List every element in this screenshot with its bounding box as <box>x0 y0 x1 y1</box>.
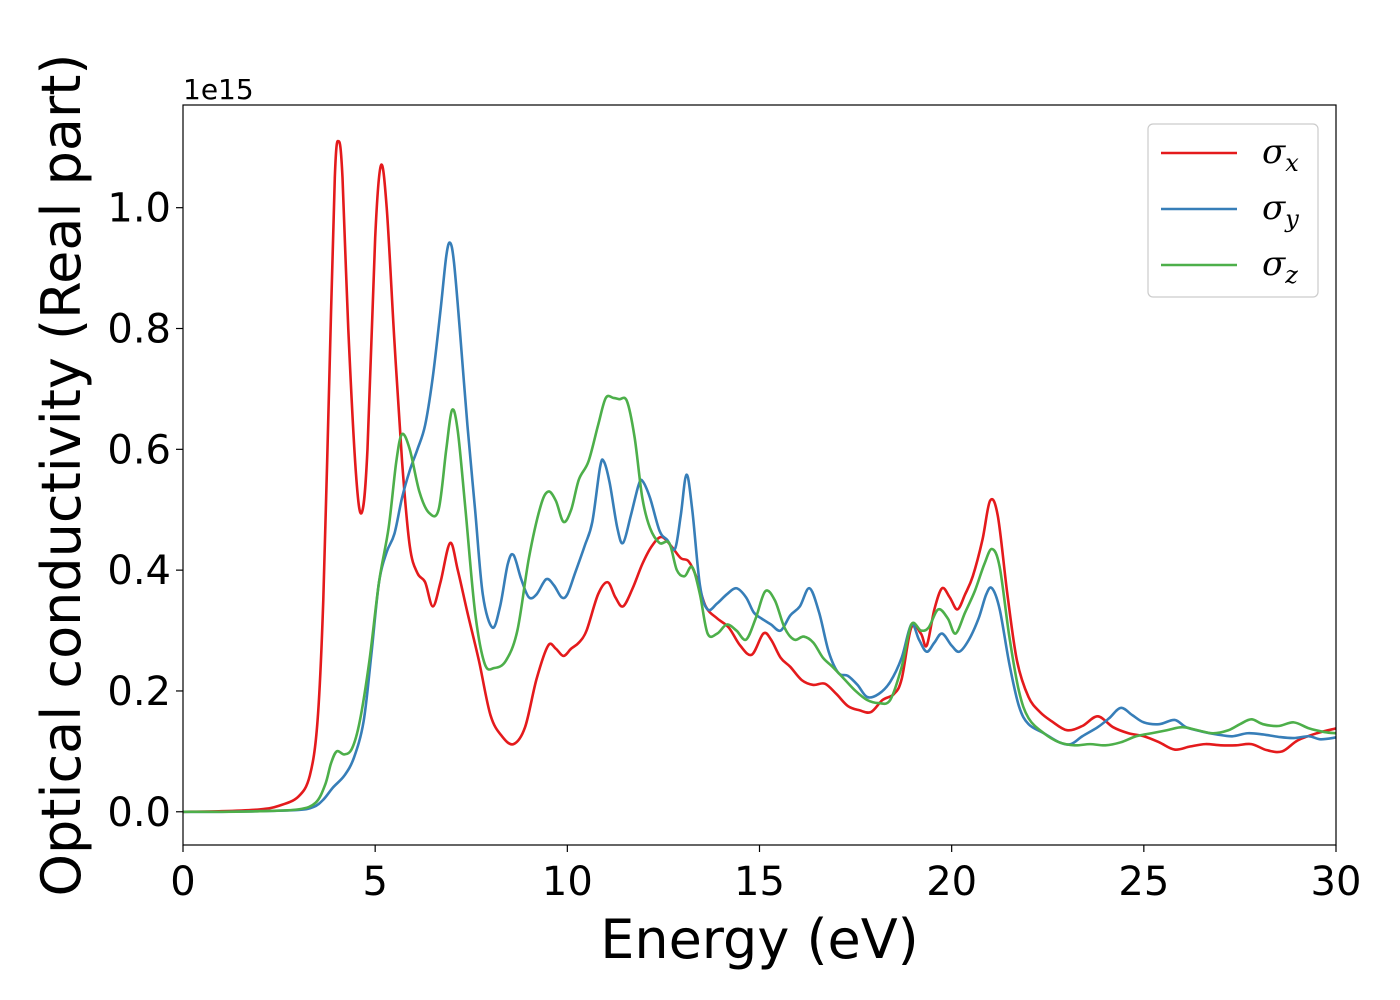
x-tick-label: 20 <box>926 859 977 905</box>
y-tick-label: 0.6 <box>107 427 171 473</box>
y-tick-label: 0.4 <box>107 548 171 594</box>
y-tick-label: 1.0 <box>107 186 171 232</box>
y-axis-label: Optical conductivity (Real part) <box>30 54 93 897</box>
legend: σx σy σz <box>1147 123 1319 298</box>
legend-label-y: σy <box>1262 188 1299 233</box>
y-offset-text: 1e15 <box>183 73 254 106</box>
x-axis-label: Energy (eV) <box>600 908 919 971</box>
legend-box <box>1147 123 1319 298</box>
legend-label-x: σx <box>1262 132 1299 177</box>
x-tick-label: 10 <box>542 859 593 905</box>
x-axis-ticks: 0 5 10 15 20 25 30 <box>170 845 1361 905</box>
series-line-z <box>183 394 1336 814</box>
legend-label-z: σz <box>1262 244 1298 289</box>
x-tick-label: 5 <box>362 859 387 905</box>
series-layer <box>183 139 1336 814</box>
y-axis-ticks: 0.0 0.2 0.4 0.6 0.8 1.0 <box>107 186 183 836</box>
series-line-x <box>183 139 1336 814</box>
x-tick-label: 15 <box>734 859 785 905</box>
x-tick-label: 0 <box>170 859 195 905</box>
y-tick-label: 0.8 <box>107 307 171 353</box>
series-line-y <box>183 241 1336 814</box>
x-tick-label: 30 <box>1311 859 1362 905</box>
y-tick-label: 0.2 <box>107 669 171 715</box>
y-tick-label: 0.0 <box>107 790 171 836</box>
x-tick-label: 25 <box>1118 859 1169 905</box>
